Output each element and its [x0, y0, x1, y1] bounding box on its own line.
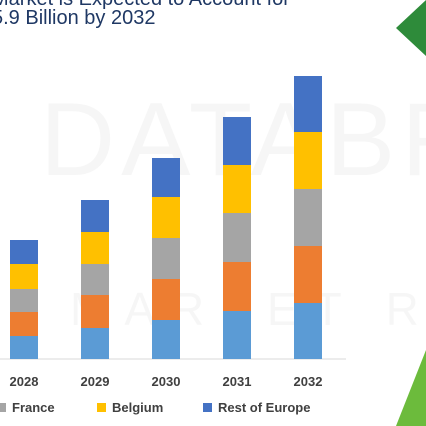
bar-segment-2028-series-1	[10, 336, 38, 359]
stacked-bar-chart: 2028 2029 2030 2031 2032	[0, 76, 346, 389]
legend-item: Belgium	[97, 400, 163, 415]
bars-group	[10, 76, 322, 359]
bar-segment-2029-series-5	[81, 200, 109, 232]
bar-segment-2028-series-2	[10, 312, 38, 336]
bar-segment-2031-series-5	[223, 117, 251, 165]
corner-accent-bottom-right	[396, 350, 426, 426]
x-tick-label: 2029	[81, 374, 110, 389]
bar-segment-2031-series-1	[223, 311, 251, 359]
chart-title-line-1: Market is Expected to Account for	[0, 0, 290, 11]
legend-label: Belgium	[112, 400, 164, 415]
bar-segment-2031-series-3	[223, 213, 251, 262]
bar-segment-2031-series-2	[223, 262, 251, 311]
bar-segment-2030-series-2	[152, 279, 180, 320]
x-tick-label: 2032	[294, 374, 323, 389]
x-tick-label: 2031	[223, 374, 252, 389]
legend-item: France	[0, 400, 55, 415]
bar-segment-2032-series-3	[294, 189, 322, 246]
bar-segment-2028-series-4	[10, 264, 38, 289]
bar-segment-2029-series-3	[81, 264, 109, 295]
legend-label: France	[12, 400, 55, 415]
bar-segment-2029-series-4	[81, 232, 109, 264]
legend-swatch	[0, 403, 6, 412]
bar-segment-2029-series-1	[81, 328, 109, 359]
bar-segment-2032-series-2	[294, 246, 322, 303]
bar-segment-2031-series-4	[223, 165, 251, 213]
bar-segment-2032-series-5	[294, 76, 322, 132]
legend: France Belgium Rest of Europe	[0, 400, 426, 420]
bar-segment-2030-series-5	[152, 158, 180, 197]
bar-segment-2028-series-3	[10, 289, 38, 312]
x-tick-labels: 2028 2029 2030 2031 2032	[10, 374, 323, 389]
legend-swatch	[203, 403, 212, 412]
x-tick-label: 2028	[10, 374, 39, 389]
x-tick-label: 2030	[152, 374, 181, 389]
bar-segment-2032-series-4	[294, 132, 322, 189]
chart-title-line-2: 5.9 Billion by 2032	[0, 7, 156, 29]
bar-segment-2029-series-2	[81, 295, 109, 328]
legend-label: Rest of Europe	[218, 400, 311, 415]
bar-segment-2028-series-5	[10, 240, 38, 264]
bar-segment-2030-series-4	[152, 197, 180, 238]
bar-segment-2032-series-1	[294, 303, 322, 359]
legend-swatch	[97, 403, 106, 412]
corner-accent-top-right	[396, 0, 426, 56]
legend-item: Rest of Europe	[203, 400, 310, 415]
bar-segment-2030-series-3	[152, 238, 180, 279]
bar-segment-2030-series-1	[152, 320, 180, 359]
